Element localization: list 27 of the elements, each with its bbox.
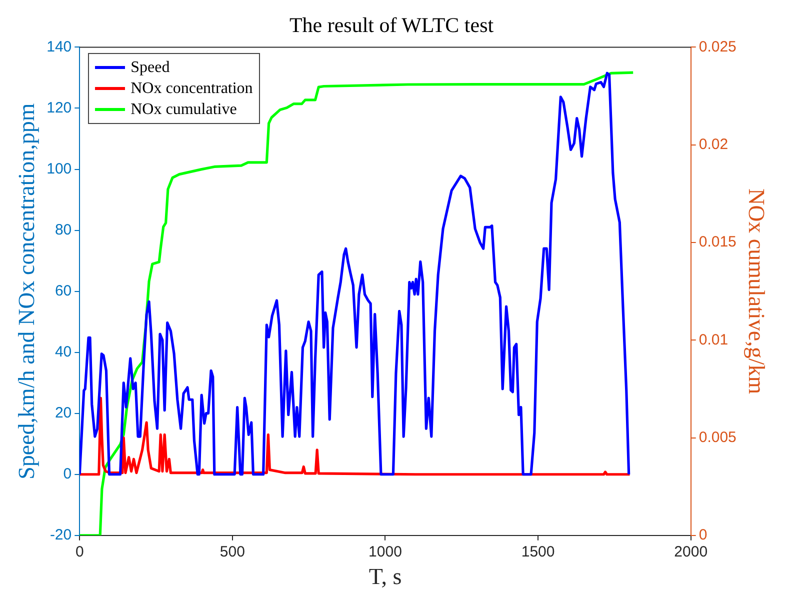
y2-tick-label: 0.025 [698, 38, 736, 56]
chart-title: The result of WLTC test [289, 13, 494, 38]
legend-label: NOx cumulative [130, 100, 237, 120]
y2-tick-label: 0.01 [698, 331, 728, 348]
x-tick-label: 2000 [674, 544, 708, 561]
x-tick-label: 500 [220, 544, 245, 561]
y2-tick-label: 0.015 [698, 234, 736, 251]
y-tick-label: 80 [54, 221, 72, 238]
y-tick-label: 140 [46, 38, 72, 56]
x-tick-label: 1000 [368, 544, 402, 561]
y-tick-label: 120 [46, 99, 72, 116]
y-tick-label: 100 [46, 160, 72, 178]
y-tick-label: 40 [54, 343, 72, 360]
legend-label: Speed [130, 58, 170, 78]
y-tick-label: -20 [50, 526, 72, 544]
y2-tick-label: 0.02 [698, 136, 728, 153]
y-tick-label: 60 [54, 282, 72, 300]
x-tick-label: 0 [75, 544, 84, 561]
x-tick-label: 1500 [521, 544, 555, 561]
legend-label: NOx concentration [130, 79, 253, 100]
y-tick-label: 0 [63, 466, 72, 483]
y-tick-label: 20 [54, 404, 72, 422]
x-axis-title: T, s [368, 564, 402, 590]
y2-axis-title: NOx cumulative,g/km [744, 188, 770, 394]
y2-tick-label: 0 [698, 526, 708, 544]
y2-tick-label: 0.005 [698, 428, 736, 446]
y-axis-title: Speed,km/h and NOx concentration,ppm [14, 103, 39, 480]
